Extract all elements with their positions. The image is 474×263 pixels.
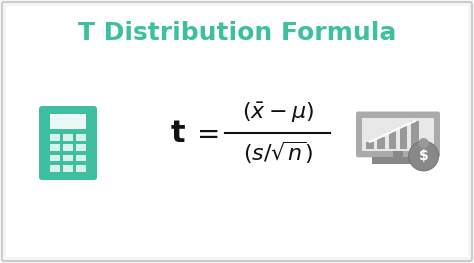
Text: $\mathbf{t}$: $\mathbf{t}$ [170, 119, 186, 148]
Bar [373, 157, 424, 164]
FancyBboxPatch shape [2, 2, 472, 261]
Text: $(\bar{x} - \mu)$: $(\bar{x} - \mu)$ [242, 101, 314, 125]
Bar [76, 155, 86, 161]
Bar [50, 144, 60, 151]
Bar [393, 151, 403, 160]
Bar [400, 126, 408, 149]
Bar [362, 118, 434, 151]
Bar [389, 132, 396, 149]
Bar [76, 165, 86, 171]
Bar [50, 114, 86, 129]
Bar [64, 134, 73, 141]
FancyBboxPatch shape [356, 112, 440, 157]
Bar [64, 165, 73, 171]
Bar [76, 134, 86, 141]
Circle shape [409, 141, 438, 171]
Circle shape [419, 138, 428, 148]
Bar [50, 134, 60, 141]
Text: $: $ [419, 149, 428, 163]
Bar [64, 155, 73, 161]
Bar [76, 144, 86, 151]
Bar [50, 155, 60, 161]
Text: T Distribution Formula: T Distribution Formula [78, 21, 396, 45]
Bar [50, 165, 60, 171]
FancyBboxPatch shape [39, 106, 97, 180]
Bar [64, 144, 73, 151]
Bar [377, 137, 385, 149]
Bar [366, 142, 374, 149]
Bar [411, 121, 419, 149]
Text: $(s/\sqrt{n})$: $(s/\sqrt{n})$ [243, 140, 313, 166]
Text: $=$: $=$ [191, 119, 219, 147]
